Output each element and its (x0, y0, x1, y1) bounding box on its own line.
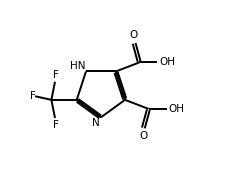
Text: N: N (92, 118, 100, 128)
Text: HN: HN (69, 61, 85, 71)
Text: O: O (139, 131, 147, 141)
Text: O: O (130, 30, 138, 40)
Text: OH: OH (168, 104, 184, 114)
Text: F: F (53, 70, 59, 80)
Text: F: F (53, 120, 59, 130)
Text: OH: OH (159, 57, 175, 67)
Text: F: F (30, 91, 36, 101)
